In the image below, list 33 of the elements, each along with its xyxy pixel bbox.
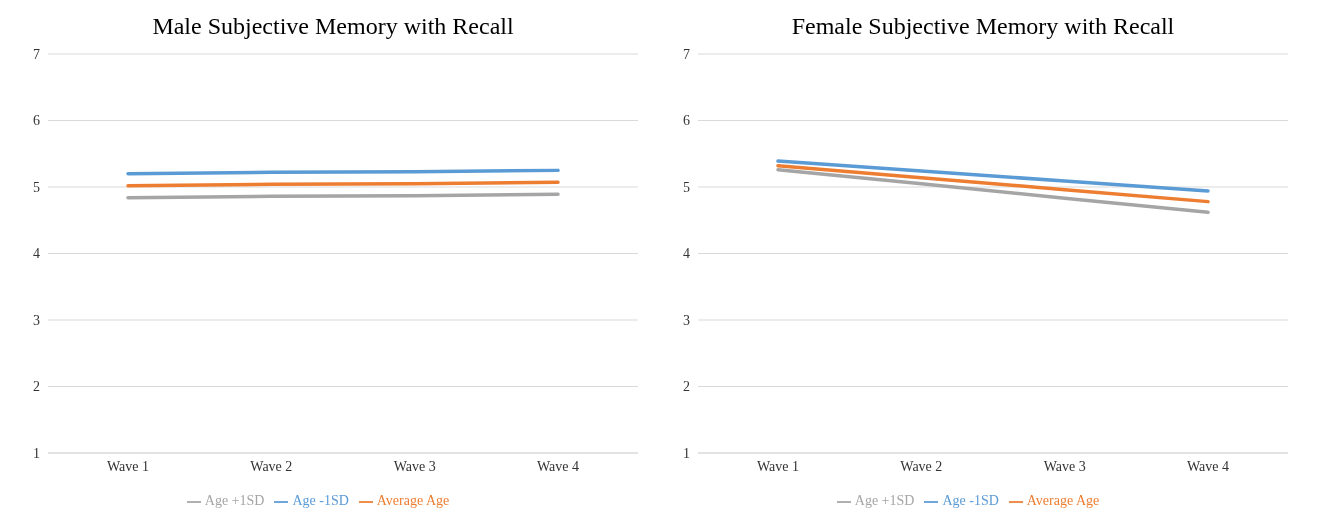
- y-tick-label: 3: [33, 312, 40, 328]
- line-series: [776, 163, 1210, 204]
- y-tick-label: 6: [33, 113, 40, 129]
- y-tick-label: 7: [33, 46, 40, 62]
- chart-title: Male Subjective Memory with Recall: [151, 12, 515, 41]
- y-tick-label: 2: [683, 379, 690, 395]
- y-tick-label: 2: [33, 379, 40, 395]
- y-tick-label: 6: [683, 113, 690, 129]
- y-tick-label: 5: [683, 179, 690, 195]
- legend-label: Age +1SD: [204, 493, 265, 508]
- y-tick-label: 3: [683, 312, 690, 328]
- x-tick-label: Wave 1: [106, 458, 150, 474]
- chart-title: Female Subjective Memory with Recall: [790, 12, 1176, 41]
- x-tick-label: Wave 3: [393, 458, 436, 474]
- y-tick-label: 4: [683, 246, 690, 262]
- line-series: [776, 167, 1210, 215]
- y-tick-label: 5: [33, 179, 40, 195]
- x-tick-label: Wave 1: [756, 458, 800, 474]
- legend-label: Age -1SD: [292, 493, 349, 508]
- legend-label: Age -1SD: [942, 493, 999, 508]
- x-tick-label: Wave 4: [1186, 458, 1230, 474]
- legend-label: Average Age: [1026, 493, 1100, 508]
- x-tick-label: Wave 3: [1043, 458, 1086, 474]
- x-tick-label: Wave 2: [900, 458, 943, 474]
- line-series: [776, 159, 1210, 193]
- y-tick-label: 1: [33, 445, 40, 461]
- x-tick-label: Wave 2: [250, 458, 293, 474]
- y-tick-label: 7: [683, 46, 690, 62]
- legend-label: Average Age: [376, 493, 450, 508]
- legend-label: Age +1SD: [854, 493, 915, 508]
- y-tick-label: 4: [33, 246, 40, 262]
- y-tick-label: 1: [683, 445, 690, 461]
- x-tick-label: Wave 4: [536, 458, 580, 474]
